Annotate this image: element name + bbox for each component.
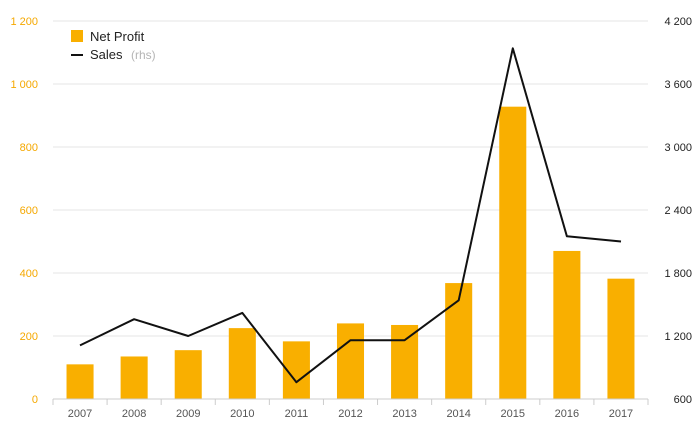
legend-label-sales-suffix: (rhs) <box>131 48 156 62</box>
bar-net-profit <box>445 283 473 399</box>
axes: 0 200 400 600 800 1 000 1 200 600 1 200 1 800 2 40… <box>10 16 692 420</box>
legend-swatch-net-profit <box>71 30 83 42</box>
bar-net-profit <box>66 364 94 399</box>
legend-label-sales-name: Sales <box>90 47 123 62</box>
x-tick-label: 2012 <box>338 408 362 420</box>
x-tick-label: 2007 <box>68 408 92 420</box>
y-left-tick-label: 600 <box>20 205 38 217</box>
bar-net-profit <box>228 328 256 399</box>
x-tick-label: 2013 <box>392 408 416 420</box>
bar-net-profit <box>120 356 148 399</box>
x-tick-label: 2009 <box>176 408 200 420</box>
x-tick-label: 2014 <box>446 408 470 420</box>
x-tick-label: 2016 <box>555 408 579 420</box>
legend: Net Profit Sales (rhs) <box>71 29 156 63</box>
y-right-tick-label: 1 200 <box>664 331 692 343</box>
y-left-tick-label: 0 <box>32 394 38 406</box>
sales-line <box>79 47 622 384</box>
bar-net-profit <box>553 250 581 399</box>
x-tick-label: 2010 <box>230 408 254 420</box>
y-right-tick-label: 2 400 <box>664 205 692 217</box>
y-right-tick-label: 1 800 <box>664 268 692 280</box>
bar-net-profit <box>607 278 635 399</box>
x-tick-label: 2008 <box>122 408 146 420</box>
y-left-tick-label: 200 <box>20 331 38 343</box>
gridlines <box>53 20 648 337</box>
bar-net-profit <box>499 106 527 400</box>
x-tick-label: 2011 <box>285 408 309 420</box>
legend-label-sales: Sales (rhs) <box>90 46 156 63</box>
y-right-tick-label: 3 000 <box>664 142 692 154</box>
bar-net-profit <box>174 350 202 399</box>
y-right-tick-label: 600 <box>674 394 692 406</box>
y-left-tick-label: 1 000 <box>10 79 38 91</box>
legend-label-net-profit: Net Profit <box>90 29 145 44</box>
sales-line-group <box>79 47 622 384</box>
x-tick-label: 2017 <box>609 408 633 420</box>
net-profit-bars <box>66 106 635 400</box>
y-left-tick-label: 800 <box>20 142 38 154</box>
y-left-tick-label: 400 <box>20 268 38 280</box>
bar-net-profit <box>391 324 419 399</box>
y-right-tick-label: 4 200 <box>664 16 692 28</box>
y-left-tick-label: 1 200 <box>10 16 38 28</box>
bar-net-profit <box>336 323 365 399</box>
y-right-tick-label: 3 600 <box>664 79 692 91</box>
x-tick-label: 2015 <box>501 408 525 420</box>
